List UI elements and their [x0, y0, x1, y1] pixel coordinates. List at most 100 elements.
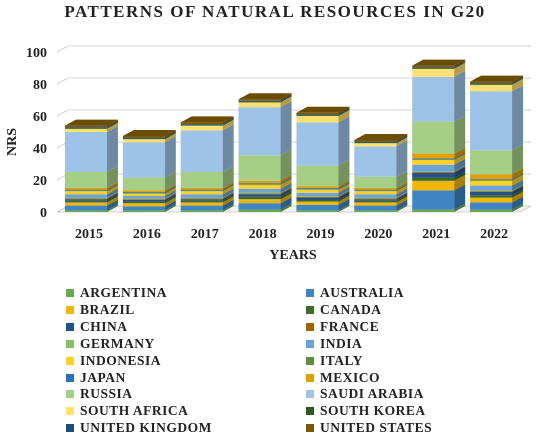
bar-segment-side [396, 191, 408, 199]
bar-segment-front [238, 184, 281, 185]
bar-segment-front [412, 171, 455, 172]
bar-segment-side [512, 185, 524, 192]
bar-segment-side [164, 192, 176, 200]
x-tick-label: 2015 [75, 227, 103, 242]
bar-segment-side [396, 136, 408, 144]
x-tick-label: 2017 [191, 227, 219, 242]
bar-segment-front [238, 107, 281, 156]
bar-segment-front [122, 200, 165, 202]
bar-segment-front [412, 153, 455, 159]
bar-segment-front [296, 197, 339, 200]
legend-swatch [306, 289, 314, 297]
bar-segment [412, 61, 466, 68]
legend-label: UNITED KINGDOM [80, 420, 212, 436]
bar-segment-front [296, 200, 339, 202]
legend-item: INDIA [306, 336, 362, 352]
bar-segment [354, 137, 408, 147]
bar-segment-front [180, 130, 223, 172]
bar-segment-front [64, 189, 107, 191]
bar-segment-side [280, 190, 292, 200]
bar-segment [412, 152, 466, 160]
legend-item: GERMANY [66, 336, 155, 352]
bar-segment-side [396, 140, 408, 177]
bar-segment [412, 165, 466, 172]
bar-segment [412, 174, 466, 191]
bar-segment [122, 192, 176, 200]
bar-segment-side [106, 166, 118, 188]
bar-segment-front [470, 91, 513, 151]
bar-segment-front [238, 184, 281, 189]
bar-segment-front [64, 202, 107, 206]
legend-swatch [306, 424, 314, 433]
bar-segment-front [180, 122, 223, 124]
bar-segment-front [354, 198, 397, 200]
bar-segment-front [296, 204, 339, 211]
bar-segment [470, 189, 524, 198]
bar-segment [238, 193, 292, 204]
bar-segment-side [164, 204, 176, 212]
bar-segment-side [164, 195, 176, 204]
bar-segment-front [412, 159, 455, 160]
bar-segment-side [106, 193, 118, 201]
bar-segment [122, 190, 176, 199]
bar-segment-front [354, 200, 397, 203]
bar-segment-side [454, 171, 466, 181]
bar-segment-side [512, 191, 524, 203]
bar-segment [238, 101, 292, 156]
bar-segment-front [296, 188, 339, 190]
bar-segment-side [454, 62, 466, 69]
legend-label: CANADA [320, 301, 382, 317]
y-axis-title: NRS [5, 128, 20, 156]
legend-swatch [66, 305, 74, 314]
bar-segment-side [106, 183, 118, 191]
bar-segment-front [122, 198, 165, 200]
bar-segment [64, 122, 118, 129]
bar-segment [238, 182, 292, 193]
bar-segment-side [396, 199, 408, 211]
bar-segment [296, 204, 350, 212]
bar-segment-side [512, 173, 524, 180]
legend-item: ARGENTINA [66, 285, 167, 301]
y-tick-label: 20 [33, 174, 47, 189]
legend-item: UNITED KINGDOM [66, 420, 212, 436]
legend-item: MEXICO [306, 370, 380, 386]
bar-segment-front [238, 192, 281, 194]
bar-segment [122, 131, 176, 139]
bar-segment [470, 185, 524, 192]
bar-segment [296, 110, 350, 123]
bar-segment [412, 166, 466, 173]
bar-top [238, 93, 292, 100]
bar-segment-front [64, 191, 107, 195]
bar-segment-front [354, 197, 397, 199]
legend-item: FRANCE [306, 319, 379, 335]
bar-segment-side [454, 61, 466, 68]
bar-segment-front [64, 190, 107, 192]
bar-segment-side [338, 190, 350, 197]
bar-segment [122, 204, 176, 212]
bar-segment-side [338, 194, 350, 202]
bar-segment-front [64, 198, 107, 200]
legend-label: RUSSIA [80, 386, 133, 402]
legend-item: JAPAN [66, 370, 126, 386]
bar-segment [180, 166, 234, 188]
bar-segment [180, 183, 234, 191]
bar-segment-side [222, 193, 234, 201]
bar-segment-front [238, 203, 281, 210]
bar-segment-side [338, 182, 350, 190]
bar-segment-side [396, 196, 408, 206]
bar-segment-front [354, 191, 397, 195]
bar-segment-side [280, 174, 292, 184]
bar-segment-front [122, 193, 165, 196]
bar-segment-side [454, 184, 466, 210]
bar-segment [470, 78, 524, 92]
bar-segment [354, 188, 408, 198]
bar-segment [354, 204, 408, 212]
bar-segment-side [222, 191, 234, 199]
bar-segment-side [164, 130, 176, 138]
bar-segment-side [164, 194, 176, 202]
bar-segment-side [338, 116, 350, 166]
bar-segment [296, 190, 350, 198]
bar-segment-side [512, 186, 524, 196]
y-tick-label: 80 [33, 78, 47, 93]
bar-segment-side [222, 118, 234, 125]
